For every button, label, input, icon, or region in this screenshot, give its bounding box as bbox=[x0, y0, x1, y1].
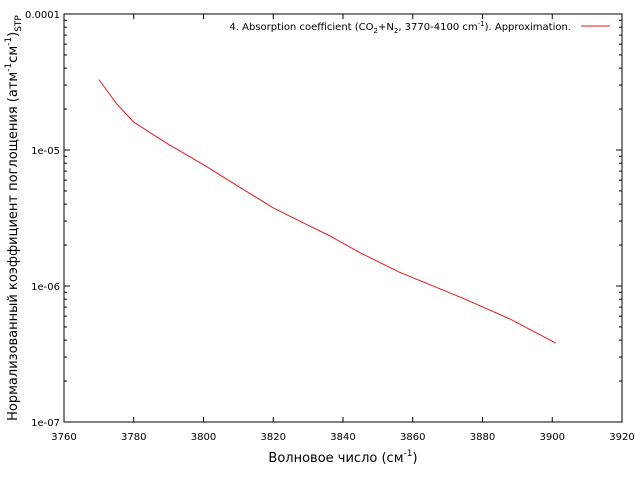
x-tick-label: 3800 bbox=[191, 432, 216, 443]
series-line bbox=[98, 79, 556, 344]
y-axis-title-close: ) bbox=[6, 32, 21, 37]
y-axis-title-sub: STP bbox=[14, 15, 24, 32]
y-tick-label: 0.0001 bbox=[25, 10, 60, 21]
legend: 4. Absorption coefficient (CO2+N2, 3770-… bbox=[229, 20, 610, 35]
series-layer bbox=[98, 79, 556, 344]
y-axis-title-sup1: -1 bbox=[4, 63, 14, 72]
y-tick-label: 1e-06 bbox=[31, 282, 60, 293]
y-axis-title-sup2: -1 bbox=[4, 37, 14, 46]
tick-layer: 3760 3780 3800 3820 3840 3860 3880 3900 3920 0.00… bbox=[25, 10, 635, 443]
y-tick-label: 1e-05 bbox=[31, 146, 60, 157]
legend-sup: -1 bbox=[478, 20, 485, 28]
x-tick-label: 3860 bbox=[400, 432, 425, 443]
x-tick-label: 3900 bbox=[540, 432, 565, 443]
legend-prefix: 4. Absorption coefficient (CO bbox=[229, 22, 373, 33]
x-tick-label: 3760 bbox=[51, 432, 76, 443]
y-tick-label: 1e-07 bbox=[31, 418, 60, 429]
legend-entry-label: 4. Absorption coefficient (CO2+N2, 3770-… bbox=[229, 20, 571, 35]
x-tick-label: 3880 bbox=[470, 432, 495, 443]
x-tick-label: 3780 bbox=[121, 432, 146, 443]
x-tick-label: 3920 bbox=[609, 432, 634, 443]
x-tick-label: 3820 bbox=[261, 432, 286, 443]
legend-mid2: , 3770-4100 cm bbox=[398, 22, 477, 33]
legend-suffix: ). Approximation. bbox=[485, 22, 571, 33]
y-axis-title: Нормализованный коэффициент поглощения (… bbox=[4, 15, 24, 421]
x-axis-title-sup: -1 bbox=[404, 449, 413, 459]
y-axis-title-main: Нормализованный коэффициент поглощения (… bbox=[6, 72, 21, 421]
x-axis-title-main: Волновое число (см bbox=[268, 451, 403, 466]
y-axis-title-mid: см bbox=[6, 46, 21, 63]
x-axis-title-close: ) bbox=[412, 451, 417, 466]
x-axis-title: Волновое число (см-1) bbox=[268, 449, 417, 466]
x-tick-label: 3840 bbox=[330, 432, 355, 443]
plot-frame bbox=[63, 13, 623, 423]
legend-sub2: 2 bbox=[394, 27, 398, 35]
legend-mid1: +N bbox=[378, 22, 394, 33]
legend-sub1: 2 bbox=[374, 27, 378, 35]
